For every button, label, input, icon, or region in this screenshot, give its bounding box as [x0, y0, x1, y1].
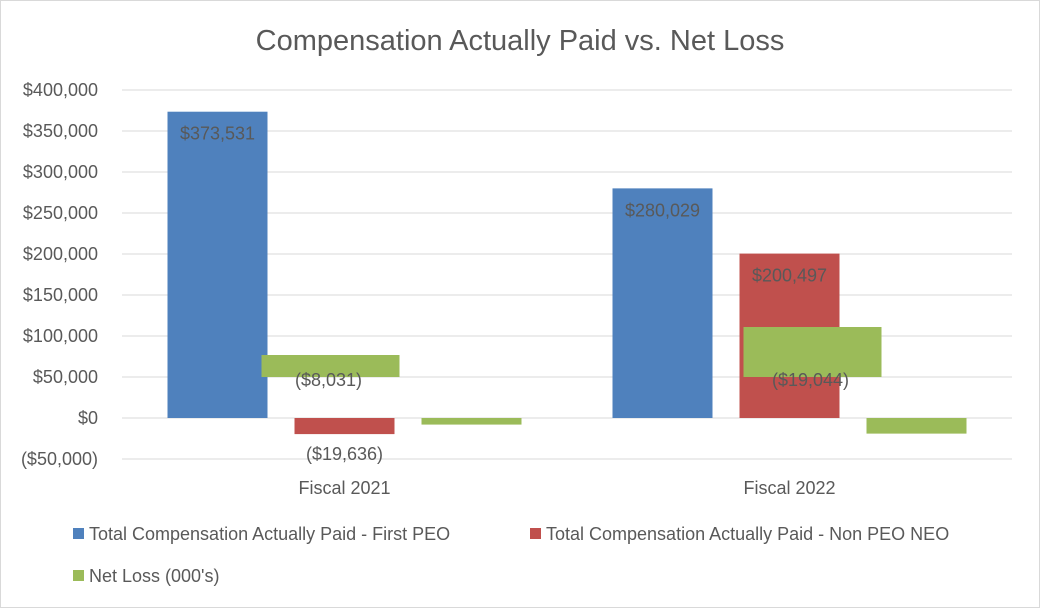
legend-swatch [530, 528, 541, 539]
y-tick-label: $100,000 [23, 326, 98, 346]
y-tick-label: $350,000 [23, 121, 98, 141]
y-tick-label: $0 [78, 408, 98, 428]
x-axis-ticks: Fiscal 2021 Fiscal 2022 [298, 478, 835, 498]
bar-1-1 [167, 111, 268, 418]
bar-3-1 [421, 418, 522, 425]
y-tick-label: $400,000 [23, 80, 98, 100]
y-tick-label: $200,000 [23, 244, 98, 264]
data-label: $373,531 [180, 124, 255, 144]
bar-3-2 [866, 418, 967, 434]
data-label: ($19,636) [306, 444, 383, 464]
data-label: ($19,044) [772, 370, 849, 390]
legend[interactable]: Total Compensation Actually Paid - First… [73, 524, 949, 586]
legend-label: Net Loss (000's) [89, 566, 220, 586]
y-tick-label: $150,000 [23, 285, 98, 305]
bars [167, 111, 967, 435]
y-tick-label: $300,000 [23, 162, 98, 182]
legend-swatch [73, 570, 84, 581]
data-labels: $373,531 ($19,636) ($8,031) $280,029 $200,49… [180, 124, 849, 464]
y-tick-label: $50,000 [33, 367, 98, 387]
y-tick-label: $250,000 [23, 203, 98, 223]
legend-label: Total Compensation Actually Paid - First… [89, 524, 450, 544]
bar-1-2 [612, 188, 713, 418]
data-label: $280,029 [625, 200, 700, 220]
net-loss-bars [261, 327, 882, 377]
net-loss-bar-2 [743, 327, 882, 377]
legend-label: Total Compensation Actually Paid - Non P… [546, 524, 949, 544]
x-tick-label: Fiscal 2021 [298, 478, 390, 498]
data-label: ($8,031) [295, 370, 362, 390]
bar-2-1 [294, 418, 395, 435]
legend-item-3[interactable]: Net Loss (000's) [73, 566, 220, 586]
chart-title: Compensation Actually Paid vs. Net Loss [256, 25, 785, 57]
data-label: $200,497 [752, 266, 827, 286]
legend-item-1[interactable]: Total Compensation Actually Paid - First… [73, 524, 450, 544]
legend-swatch [73, 528, 84, 539]
y-tick-label: ($50,000) [21, 449, 98, 469]
legend-item-2[interactable]: Total Compensation Actually Paid - Non P… [530, 524, 949, 544]
y-axis-ticks: ($50,000) $0 $50,000 $100,000 $150,000 $200,0… [21, 80, 98, 469]
x-tick-label: Fiscal 2022 [743, 478, 835, 498]
net-loss-bar-1 [261, 355, 400, 377]
